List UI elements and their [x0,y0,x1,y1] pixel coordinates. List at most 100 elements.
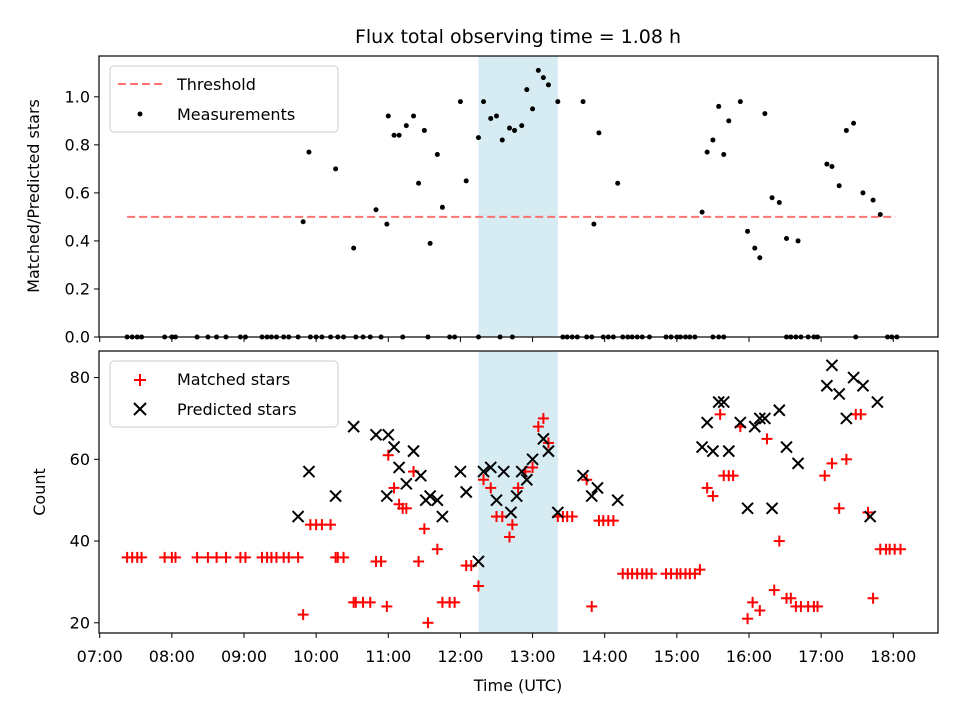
measurement-point [860,190,866,196]
matched-stars-point [388,482,400,494]
matched-stars-point [325,519,337,531]
measurement-point [306,149,312,155]
measurement-point [704,149,710,155]
matched-stars-point [400,502,412,514]
matched-stars-point [768,584,780,596]
matched-stars-point [855,408,867,420]
measurements-legend-label: Measurements [177,105,295,124]
matched-stars-point [819,470,831,482]
matched-stars-point [812,600,824,612]
y-tick-label: 0.2 [65,279,90,298]
y-tick-label: 0.0 [65,328,90,347]
predicted-stars-point [510,489,523,503]
y-tick-label: 60 [70,450,90,469]
predicted-stars-point [585,489,598,503]
matched-stars-point [381,600,393,612]
y-tick-label: 1.0 [65,87,90,106]
predicted-stars-point [542,444,555,458]
predicted-stars-point [436,510,449,523]
top-panel-frame [98,55,939,338]
measurement-point [384,221,390,227]
predicted-stars-point [706,444,720,458]
chart-title: Flux total observing time = 1.08 h [355,26,681,48]
x-tick-label: 07:00 [77,647,123,666]
measurement-point [762,111,768,117]
matched-stars-point [364,596,376,608]
measurement-point [421,127,427,133]
predicted-stars-point [423,489,437,503]
measurement-point [716,103,722,109]
matched-stars-point [761,433,773,445]
y-tick-label: 0.6 [65,183,90,202]
matched-stars-point [512,482,524,494]
matched-stars-point [527,461,539,473]
predicted-stars-point [871,395,884,409]
top-panel-y-axis-label: Matched/Predicted stars [24,99,43,293]
predicted-stars-point [741,502,754,515]
predicted-stars-point [611,493,624,507]
matched-stars-point [220,551,232,563]
matched-stars-point [742,613,754,625]
x-tick-label: 08:00 [149,647,195,666]
measurement-point [877,212,883,218]
predicted-legend-label: Predicted stars [177,400,297,419]
matched-stars-point [169,551,181,563]
measurement-point [512,127,518,133]
matched-stars-point [136,551,148,563]
matched-stars-point [413,555,425,567]
top-legend-frame [109,65,339,133]
predicted-stars-point [380,489,394,503]
predicted-stars-point [791,457,805,470]
measurement-point [795,238,801,244]
predicted-stars-point [515,465,528,478]
measurement-point [843,127,849,133]
predicted-stars-point [576,469,590,482]
measurement-point [580,99,586,105]
measurement-point [457,99,463,105]
measurement-point [545,82,551,88]
x-tick-label: 14:00 [582,647,628,666]
bottom-panel-y-axis-label: Count [30,468,49,516]
matched-stars-point [646,568,658,580]
matched-stars-point [297,609,309,621]
measurements-legend-swatch [137,111,143,117]
measurement-point [540,75,546,81]
y-tick-label: 20 [70,613,90,632]
matched-stars-point [833,502,845,514]
bottom-panel-y-ticks: 20 40 60 80 [70,368,99,632]
matched-stars-point [211,551,223,563]
measurement-point [385,113,391,119]
predicted-stars-point [490,493,503,507]
matched-legend-swatch [134,374,146,386]
y-tick-label: 80 [70,368,90,387]
measurement-point [524,87,530,93]
predicted-stars-point [414,469,427,482]
predicted-stars-point [748,420,761,433]
measurement-point [776,200,782,206]
measurement-point [427,240,433,246]
measurement-point [699,209,705,215]
measurement-point [439,204,445,210]
x-tick-label: 18:00 [870,647,916,666]
measurement-point [481,99,487,105]
matched-stars-point [338,551,350,563]
measurement-point [463,178,469,184]
bottom-legend-frame [109,360,339,428]
measurement-point [710,137,716,143]
matched-stars-point [239,551,251,563]
x-tick-label: 09:00 [221,647,267,666]
measurement-point [488,115,494,121]
top-panel-legend: Threshold Measurements [109,65,339,133]
top-panel: 0.0 0.2 0.4 0.6 0.8 1.0 Matched/Predicted sta… [24,55,939,347]
matched-stars-point [754,605,766,617]
predicted-stars-point [291,510,305,523]
matched-stars-point [727,470,739,482]
predicted-stars-point [382,428,395,441]
measurement-point [530,106,536,112]
predicted-stars-point [400,477,413,491]
measurement-point [373,207,379,213]
measurement-point [300,219,306,225]
measurement-point [434,151,440,157]
predicted-stars-point [700,416,714,429]
measurement-point [769,195,775,201]
